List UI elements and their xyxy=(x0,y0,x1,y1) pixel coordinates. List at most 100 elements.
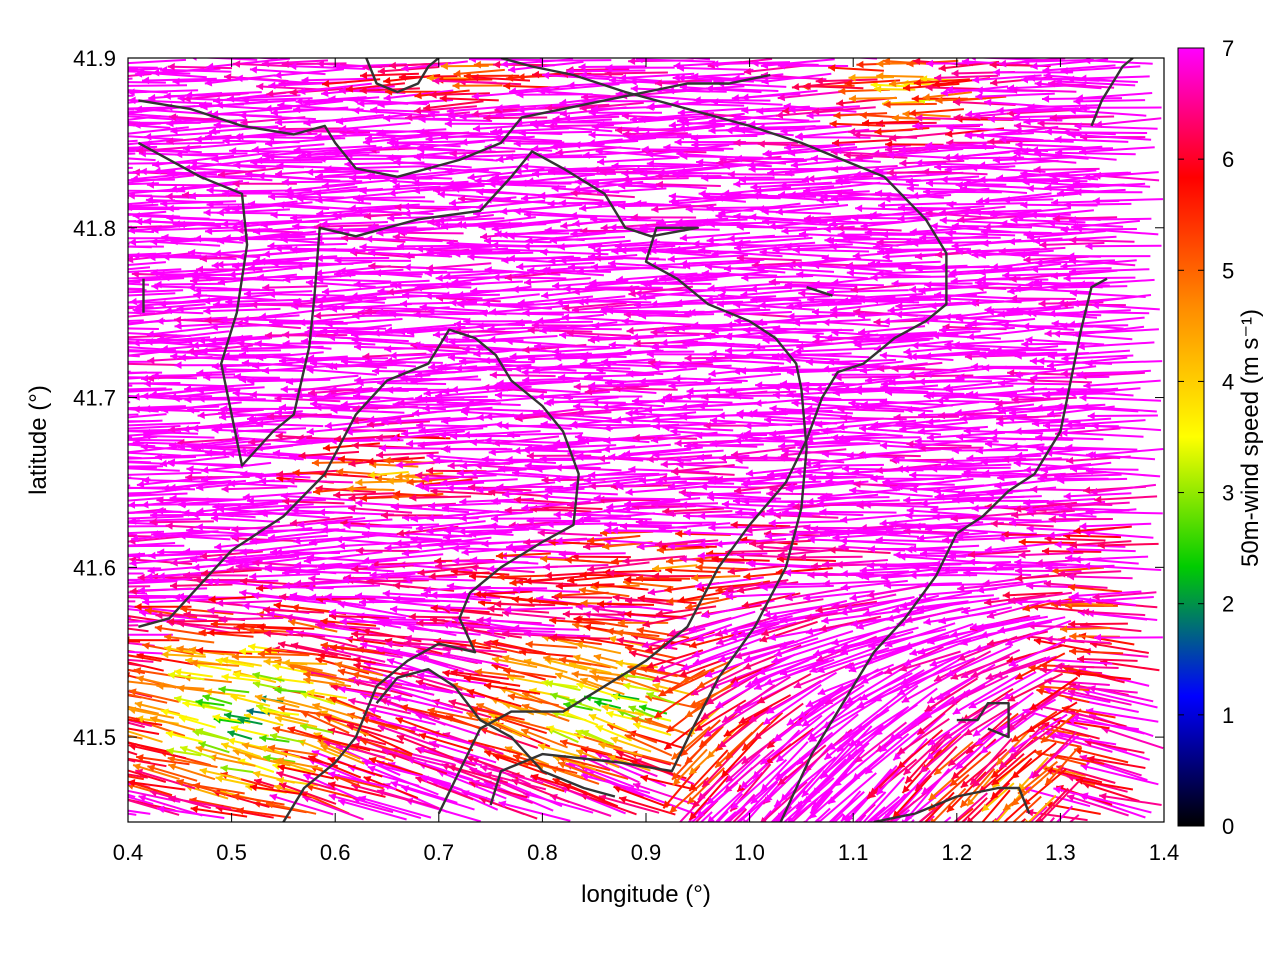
wind-vector-head xyxy=(822,560,830,568)
wind-vector-head xyxy=(363,776,372,784)
wind-vector-shaft xyxy=(546,522,618,526)
wind-vector-head xyxy=(1018,551,1026,559)
wind-vector-shaft xyxy=(909,544,980,551)
wind-vector-head xyxy=(749,539,757,548)
wind-vector-head xyxy=(606,503,614,511)
wind-vector-head xyxy=(713,386,721,394)
wind-vector-head xyxy=(875,466,883,475)
wind-vector-head xyxy=(1019,713,1028,720)
wind-vector-head xyxy=(88,766,96,774)
wind-vector-head xyxy=(111,436,118,444)
wind-vector-shaft xyxy=(128,780,173,797)
wind-vector-head xyxy=(523,630,531,638)
wind-vector-head xyxy=(679,501,688,509)
wind-vector-shaft xyxy=(775,710,835,763)
wind-vector-head xyxy=(117,492,124,500)
wind-vector-head xyxy=(715,540,723,548)
wind-vector-shaft xyxy=(593,497,676,501)
wind-vector-shaft xyxy=(128,608,158,614)
wind-vector-head xyxy=(617,618,625,627)
wind-vector-head xyxy=(68,319,75,327)
wind-vector-head xyxy=(196,442,204,451)
wind-vector-shaft xyxy=(604,523,672,527)
wind-vector-head xyxy=(1044,329,1052,338)
wind-vector-head xyxy=(1090,487,1098,496)
wind-vector-shaft xyxy=(128,721,145,729)
wind-vector-head xyxy=(198,628,206,637)
wind-vector-head xyxy=(65,529,72,537)
wind-vector-head xyxy=(90,767,98,775)
wind-vector-shaft xyxy=(521,691,570,712)
wind-vector-shaft xyxy=(544,658,588,671)
wind-vector-head xyxy=(278,641,286,649)
wind-vector-shaft xyxy=(354,594,426,601)
wind-vector-head xyxy=(731,628,739,636)
wind-vector-head xyxy=(930,817,936,822)
wind-vector-head xyxy=(442,387,450,396)
wind-vector-head xyxy=(920,499,928,508)
wind-vector-head xyxy=(765,870,773,878)
wind-vector-shaft xyxy=(1007,672,1064,702)
wind-vector-head xyxy=(119,796,127,803)
wind-vector-head xyxy=(141,392,149,400)
wind-vector-shaft xyxy=(527,329,593,333)
wind-vector-head xyxy=(636,574,644,583)
wind-vector-shaft xyxy=(484,772,547,791)
wind-vector-shaft xyxy=(1053,332,1133,341)
wind-vector-shaft xyxy=(1027,624,1093,629)
wind-vector-head xyxy=(576,516,585,524)
wind-vector-head xyxy=(1043,390,1051,399)
wind-vector-shaft xyxy=(1090,483,1157,494)
wind-vector-shaft xyxy=(389,352,468,357)
wind-vector-head xyxy=(946,669,955,677)
wind-vector-head xyxy=(88,621,95,629)
wind-vector-head xyxy=(78,456,85,464)
wind-vector-head xyxy=(589,668,597,676)
wind-vector-head xyxy=(774,734,783,742)
wind-vector-shaft xyxy=(167,619,228,623)
wind-vector-head xyxy=(312,702,321,711)
wind-vector-shaft xyxy=(287,726,342,746)
wind-vector-shaft xyxy=(775,800,803,822)
wind-vector-shaft xyxy=(450,670,509,680)
wind-vector-head xyxy=(835,560,843,569)
wind-vector-head xyxy=(640,774,649,783)
wind-vector-head xyxy=(328,608,337,617)
wind-vector-head xyxy=(674,455,682,464)
wind-vector-head xyxy=(845,603,853,611)
wind-vector-head xyxy=(781,508,789,517)
wind-vector-shaft xyxy=(670,725,711,761)
wind-vector-head xyxy=(137,573,145,582)
wind-vector-head xyxy=(711,839,719,847)
wind-vector-head xyxy=(254,339,262,348)
wind-vector-head xyxy=(468,483,476,492)
wind-vector-head xyxy=(549,616,557,625)
wind-vector-head xyxy=(116,360,123,368)
wind-vector-head xyxy=(469,572,477,581)
wind-vector-shaft xyxy=(660,461,728,466)
wind-vector-head xyxy=(809,810,818,819)
wind-vector-head xyxy=(1079,393,1087,402)
wind-vector-shaft xyxy=(1002,591,1063,597)
wind-vector-head xyxy=(929,744,937,752)
wind-vector-head xyxy=(704,670,713,678)
wind-vector-shaft xyxy=(276,771,336,791)
wind-vector-shaft xyxy=(554,466,622,472)
wind-vector-head xyxy=(300,723,308,731)
wind-vector-shaft xyxy=(1079,522,1152,528)
wind-vector-shaft xyxy=(463,676,521,687)
wind-vector-head xyxy=(780,450,789,459)
wind-vector-shaft xyxy=(683,491,762,497)
wind-vector-head xyxy=(838,543,846,551)
wind-vector-head xyxy=(936,692,945,700)
wind-vector-head xyxy=(760,583,768,592)
wind-vector-head xyxy=(960,799,968,808)
wind-vector-head xyxy=(1026,524,1034,533)
wind-vector-head xyxy=(386,477,394,485)
wind-vector-head xyxy=(484,749,492,757)
wind-vector-head xyxy=(641,641,650,649)
wind-vector-shaft xyxy=(327,782,386,798)
wind-vector-head xyxy=(142,598,150,606)
wind-vector-head xyxy=(985,672,994,681)
wind-vector-shaft xyxy=(541,505,603,510)
